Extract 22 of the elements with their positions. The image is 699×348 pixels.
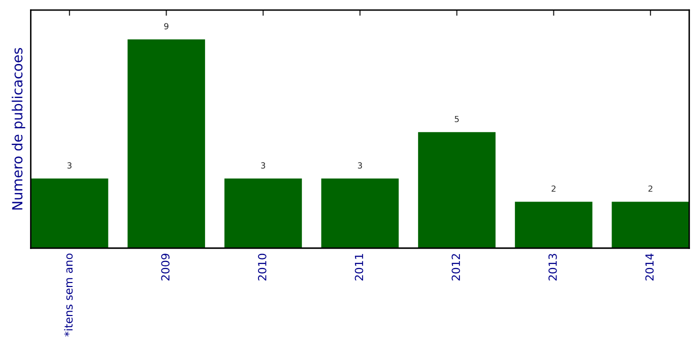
bar: [514, 202, 592, 248]
bar: [30, 178, 108, 248]
x-tick-label: 2011: [354, 254, 364, 280]
bar: [418, 132, 496, 248]
data-label: 9: [164, 23, 168, 30]
data-label: 3: [261, 162, 266, 169]
data-label: 3: [358, 162, 362, 169]
data-label: 3: [67, 162, 72, 169]
data-label: 2: [648, 185, 652, 192]
x-tick-label: *itens sem ano: [64, 254, 73, 336]
bar: [224, 178, 302, 248]
x-tick-label: 2010: [258, 254, 266, 280]
x-tick-label: 2014: [645, 254, 654, 280]
x-tick-label: 2012: [452, 254, 460, 280]
bar: [612, 202, 690, 248]
x-tick-label: 2013: [548, 254, 557, 280]
bar: [321, 178, 399, 248]
y-axis-title: Numero de publicacoes: [12, 48, 26, 210]
data-label: 2: [552, 185, 556, 192]
x-tick-label: 2009: [161, 254, 170, 280]
data-label: 5: [454, 116, 459, 122]
bar: [128, 39, 206, 248]
